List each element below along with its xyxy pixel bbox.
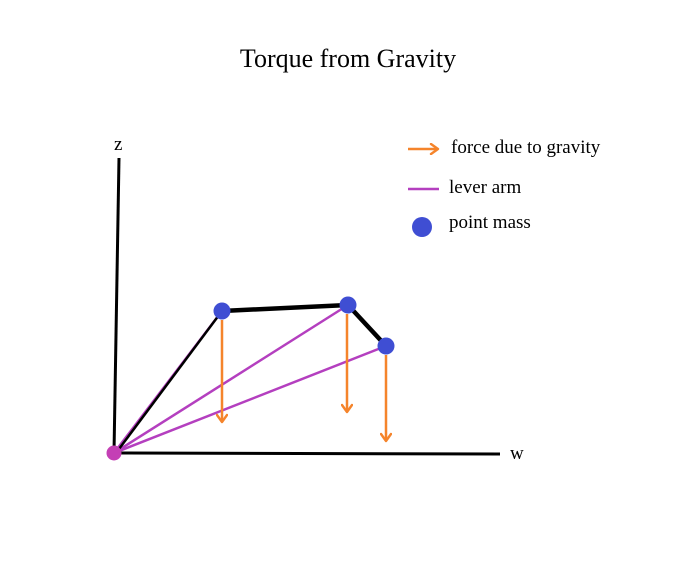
pivot-point <box>106 445 122 461</box>
lever-arm-3 <box>113 344 387 455</box>
legend-force-label: force due to gravity <box>451 137 601 158</box>
horizontal-axis-label: w <box>510 443 524 464</box>
point-mass-2 <box>339 296 357 314</box>
legend-lever-label: lever arm <box>449 177 522 198</box>
lever-arm-2 <box>113 303 349 455</box>
vertical-axis-label: z <box>114 134 123 155</box>
vertical-axis <box>112 157 121 454</box>
body-links <box>221 302 388 348</box>
point-mass-3 <box>377 337 395 355</box>
horizontal-axis <box>113 451 501 456</box>
diagram-title: Torque from Gravity <box>239 44 457 73</box>
link-base-to-mass-1 <box>114 310 224 454</box>
point-mass-1 <box>213 302 231 320</box>
legend-mass-dot-icon <box>412 217 432 237</box>
legend-mass-label: point mass <box>449 212 531 233</box>
